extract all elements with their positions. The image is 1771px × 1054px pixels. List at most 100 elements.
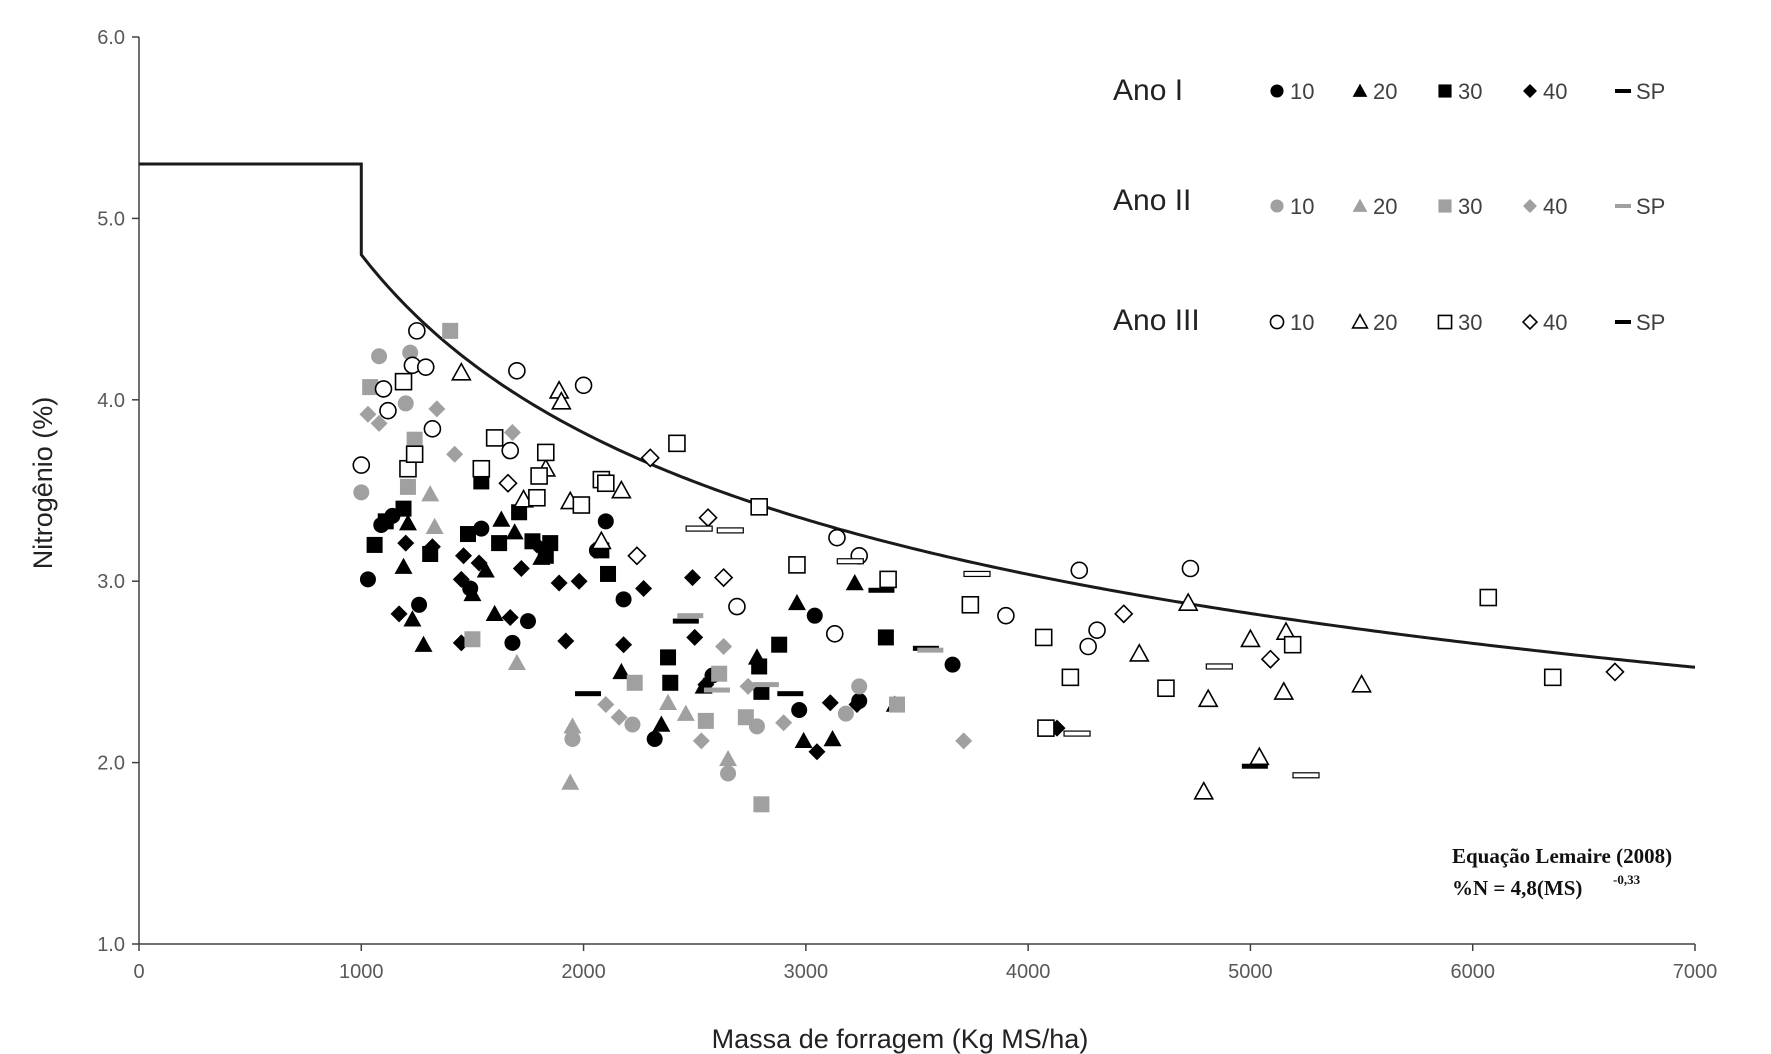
data-point-ano-iii-30 (961, 595, 980, 614)
data-point-ano-ii-20 (719, 749, 738, 767)
x-tick-label: 1000 (339, 961, 384, 983)
data-point-ano-iii-20 (590, 530, 612, 550)
y-tick-label: 2.0 (97, 753, 125, 775)
data-point-ano-iii-30 (530, 467, 548, 485)
legend-item-label: 20 (1373, 194, 1397, 219)
legend-item-label: 10 (1290, 79, 1314, 104)
data-point-ano-iii-30 (394, 372, 413, 391)
data-point-ano-iii-10 (501, 441, 520, 460)
data-point-ano-i-30 (662, 674, 679, 691)
data-point-ano-ii-30 (362, 379, 379, 396)
data-point-ano-i-20 (394, 557, 413, 574)
data-point-ano-iii-10 (352, 456, 371, 474)
data-point-ano-ii-40 (446, 445, 464, 463)
data-point-ano-iii-sp (685, 525, 713, 532)
data-point-ano-iii-10 (423, 420, 442, 438)
legend-item-label: 30 (1458, 194, 1482, 219)
equation-exponent: -0,33 (1613, 872, 1641, 887)
x-tick-label: 7000 (1673, 961, 1718, 983)
data-point-ano-i-40 (501, 608, 519, 626)
x-tick-label: 5000 (1228, 961, 1273, 983)
data-point-ano-i-20 (492, 510, 511, 527)
legend-group-label-ano-ii: Ano II (1113, 184, 1191, 217)
data-point-ano-i-30 (395, 500, 412, 517)
legend-marker-1-40 (1523, 199, 1537, 213)
data-point-ano-ii-10 (402, 344, 419, 361)
data-point-ano-i-40 (557, 632, 575, 650)
legend-marker-2-sp (1615, 320, 1631, 324)
data-point-ano-iii-sp (836, 558, 864, 565)
data-point-ano-i-40 (528, 536, 546, 554)
data-point-ano-iii-40 (1114, 604, 1134, 624)
y-tick-label: 1.0 (97, 934, 125, 956)
data-point-ano-i-10 (806, 607, 823, 624)
data-point-ano-ii-30 (753, 796, 770, 813)
data-point-ano-i-10 (791, 701, 808, 718)
data-point-ano-i-30 (459, 526, 476, 543)
data-point-ano-i-30 (542, 535, 559, 552)
data-point-ano-ii-30 (442, 322, 459, 339)
data-point-ano-i-30 (377, 513, 394, 530)
data-point-ano-iii-40 (1260, 649, 1281, 669)
data-point-ano-iii-20 (1240, 628, 1261, 648)
data-point-ano-i-sp (777, 691, 804, 697)
x-tick-label: 4000 (1006, 961, 1051, 983)
data-point-ano-iii-10 (408, 322, 426, 340)
data-point-ano-i-30 (660, 649, 677, 666)
data-point-ano-iii-40 (1605, 662, 1625, 682)
data-point-ano-i-sp (672, 618, 699, 624)
data-point-ano-ii-30 (406, 431, 423, 448)
data-point-ano-ii-40 (775, 714, 793, 732)
data-point-ano-ii-10 (397, 395, 414, 412)
data-point-ano-iii-30 (572, 496, 591, 514)
data-point-ano-i-20 (414, 635, 433, 652)
data-point-ano-i-30 (877, 629, 894, 646)
data-point-ano-i-30 (600, 565, 617, 582)
data-point-ano-ii-20 (659, 693, 678, 710)
data-point-ano-i-10 (504, 634, 521, 651)
equation-annotation: Equação Lemaire (2008) %N = 4,8(MS) -0,3… (1452, 844, 1672, 900)
y-tick-label: 6.0 (97, 27, 125, 49)
data-point-ano-i-30 (771, 636, 788, 653)
legend-item-label: 10 (1290, 310, 1314, 335)
x-tick-label: 0 (133, 961, 144, 983)
data-point-ano-ii-30 (399, 478, 416, 495)
data-point-ano-i-20 (787, 593, 806, 611)
equation-formula: %N = 4,8(MS) (1452, 876, 1582, 900)
data-point-ano-i-20 (485, 604, 504, 622)
data-point-ano-ii-sp (703, 687, 730, 693)
y-axis-title: Nitrogênio (%) (28, 397, 58, 570)
data-point-ano-iii-10 (508, 361, 526, 380)
data-point-ano-iii-30 (1061, 668, 1080, 687)
data-point-ano-iii-sp (1292, 772, 1320, 779)
data-point-ano-iii-30 (1037, 719, 1055, 737)
legend-marker-1-30 (1438, 199, 1452, 213)
data-point-ano-i-40 (512, 560, 530, 578)
data-point-ano-ii-30 (464, 631, 481, 648)
data-point-ano-ii-sp (752, 682, 779, 688)
data-point-ano-iii-10 (1181, 559, 1200, 578)
legend-marker-2-40 (1521, 313, 1539, 331)
data-point-ano-i-10 (597, 513, 614, 530)
data-point-ano-iii-20 (611, 479, 632, 499)
data-point-ano-i-20 (845, 574, 864, 591)
data-point-ano-ii-30 (697, 712, 714, 729)
legend-item-label: 40 (1543, 79, 1567, 104)
data-point-ano-ii-40 (597, 696, 615, 714)
data-point-ano-iii-20 (1128, 643, 1150, 662)
data-point-ano-iii-30 (879, 570, 897, 589)
data-point-ano-iii-10 (416, 358, 435, 376)
data-point-ano-ii-10 (837, 705, 854, 722)
legend-marker-1-sp (1615, 204, 1631, 208)
data-point-ano-i-20 (463, 584, 482, 602)
data-point-ano-ii-20 (676, 704, 695, 721)
data-point-ano-iii-20 (450, 361, 472, 381)
data-point-ano-ii-40 (955, 732, 973, 750)
legend: Ano I Ano II Ano III 10 20 30 40 SP 10 20 30 40 S… (1113, 74, 1665, 337)
data-point-ano-ii-20 (507, 653, 526, 671)
legend-group-label-ano-i: Ano I (1113, 74, 1183, 107)
axes: 1.0 2.0 3.0 4.0 5.0 6.0 0 1000 2000 3000 4000 5000 6… (97, 27, 1717, 983)
data-point-ano-iii-20 (513, 488, 534, 508)
data-point-ano-i-20 (505, 523, 524, 540)
data-point-ano-i-40 (390, 605, 408, 623)
